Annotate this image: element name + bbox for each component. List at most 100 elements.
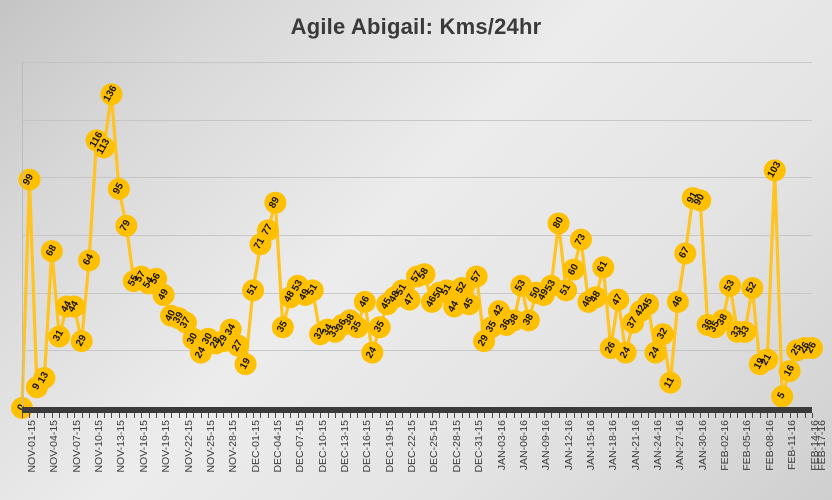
data-point-marker[interactable] [651,323,674,346]
x-axis-label: NOV-25-15 [204,420,217,473]
x-axis-tick [44,413,46,418]
data-point-marker[interactable] [115,214,138,237]
x-axis-tick [230,413,232,418]
x-axis-tick [707,413,709,418]
data-point-marker[interactable] [592,256,615,279]
data-point-marker[interactable] [227,334,250,357]
data-point-marker[interactable] [547,212,570,235]
data-point-marker[interactable] [152,283,175,306]
chart-title: Agile Abigail: Kms/24hr [290,14,542,39]
x-axis-tick [454,413,456,418]
data-point-marker[interactable] [242,279,265,302]
x-axis-label: FEB-17-16 [816,420,828,471]
data-point-marker[interactable] [398,288,421,311]
data-point-marker[interactable] [361,341,384,364]
series-line [11,83,823,419]
data-point-marker[interactable] [666,290,689,313]
data-point-marker[interactable] [607,288,630,311]
data-point-marker[interactable] [271,316,294,339]
data-point-marker[interactable] [301,279,324,302]
data-point-value: 37 [177,314,194,330]
data-point-value: 35 [349,319,365,335]
x-axis-tick [722,413,724,418]
data-point-marker[interactable] [33,367,56,390]
x-axis-tick [759,413,761,418]
data-point-marker[interactable] [569,228,592,251]
x-axis-tick [81,413,83,418]
x-axis-tick [692,413,694,418]
x-axis-tick [96,413,98,418]
data-point-marker[interactable] [63,295,86,318]
data-point-value: 32 [654,326,671,342]
data-point-marker[interactable] [368,316,391,339]
x-axis-tick [141,413,143,418]
data-point-value: 42 [490,303,507,319]
data-point-marker[interactable] [517,309,540,332]
data-point-value: 103 [765,160,784,181]
x-axis-label: DEC-07-15 [294,420,307,473]
data-point-marker[interactable] [70,330,93,353]
data-point-value: 5 [775,391,788,402]
x-axis-tick [118,413,120,418]
data-point-marker[interactable] [107,177,130,200]
data-point-value: 24 [192,344,208,360]
x-axis-tick [469,413,471,418]
data-point-marker[interactable] [771,385,794,408]
data-point-value: 60 [565,261,581,277]
data-point-value: 64 [81,252,97,268]
data-point-value: 35 [483,319,499,335]
x-axis-tick [521,413,523,418]
data-point-marker[interactable] [763,159,786,182]
data-point-marker[interactable] [234,353,257,376]
data-point-marker[interactable] [689,189,712,212]
data-point-value: 29 [73,333,89,349]
data-point-marker[interactable] [644,341,667,364]
data-point-marker[interactable] [801,337,823,360]
data-point-marker[interactable] [659,371,682,394]
data-point-value: 61 [595,259,611,275]
data-point-marker[interactable] [413,263,436,286]
data-point-marker[interactable] [465,265,488,288]
data-point-marker[interactable] [637,293,660,316]
x-axis-tick [36,413,38,418]
data-point-marker[interactable] [458,293,481,316]
data-point-marker[interactable] [92,136,115,159]
data-point-marker[interactable] [674,242,697,265]
data-point-marker[interactable] [264,191,287,214]
data-point-marker[interactable] [584,286,607,309]
data-point-marker[interactable] [733,320,756,343]
x-axis-tick [648,413,650,418]
x-axis-tick [163,413,165,418]
x-axis-tick [171,413,173,418]
data-point-marker[interactable] [562,258,585,281]
data-point-marker[interactable] [741,277,764,300]
x-axis-tick [797,413,799,418]
data-point-marker[interactable] [778,360,801,383]
data-point-value: 53 [722,277,738,294]
data-point-marker[interactable] [100,83,123,106]
data-point-value: 79 [118,217,134,234]
x-axis-tick [156,413,158,418]
data-point-marker[interactable] [353,290,376,313]
x-axis-tick [185,413,187,418]
data-point-value: 90 [692,192,708,208]
data-point-marker[interactable] [555,279,578,302]
x-axis-tick [536,413,538,418]
x-axis-label: NOV-13-15 [115,420,128,473]
x-axis-label: FEB-05-16 [741,420,754,471]
data-point-marker[interactable] [711,309,734,332]
x-axis-tick [610,413,612,418]
x-axis-label: NOV-07-15 [70,420,83,473]
data-point-marker[interactable] [256,219,279,242]
data-point-marker[interactable] [48,325,71,348]
data-point-marker[interactable] [40,240,63,263]
data-point-marker[interactable] [614,341,637,364]
x-axis-tick [737,413,739,418]
x-axis-tick [245,413,247,418]
data-point-marker[interactable] [346,316,369,339]
data-point-marker[interactable] [756,348,779,371]
data-point-marker[interactable] [78,249,101,272]
data-point-marker[interactable] [18,168,41,191]
x-axis-tick [327,413,329,418]
data-point-marker[interactable] [719,274,742,297]
